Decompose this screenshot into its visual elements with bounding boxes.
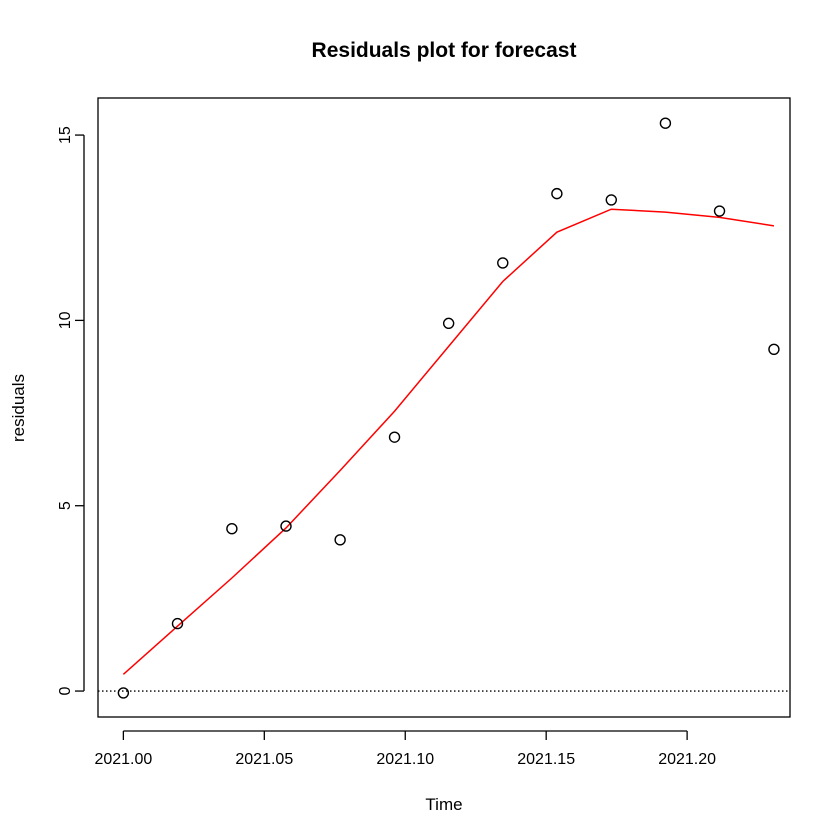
y-tick-label: 0 (57, 687, 74, 696)
plot-frame (97, 97, 791, 718)
x-axis: 2021.00 2021.05 2021.10 2021.15 2021.20 (94, 730, 716, 768)
data-point (551, 187, 563, 200)
chart-title: Residuals plot for forecast (312, 39, 577, 62)
data-point (768, 343, 780, 356)
data-point (280, 520, 292, 532)
y-axis-label: residuals (9, 374, 28, 442)
fitted-line-group (122, 208, 775, 675)
data-point (334, 534, 346, 546)
data-point (497, 257, 509, 269)
x-axis-label: Time (425, 795, 462, 814)
y-tick-label: 5 (57, 501, 74, 510)
y-tick-label: 10 (57, 311, 74, 329)
data-point (171, 617, 184, 630)
data-point (442, 317, 455, 330)
data-point (659, 117, 672, 129)
y-tick-label: 15 (57, 126, 74, 144)
x-tick-label: 2021.15 (517, 751, 575, 768)
x-tick-label: 2021.20 (658, 751, 716, 768)
x-tick-label: 2021.00 (94, 751, 152, 768)
data-point (605, 194, 617, 206)
fitted-line (122, 208, 775, 675)
data-point (226, 523, 238, 535)
points-group (117, 117, 780, 699)
y-axis: 0 5 10 15 (57, 126, 85, 696)
data-point (117, 687, 130, 699)
data-point (388, 431, 401, 443)
x-tick-label: 2021.05 (235, 751, 293, 768)
x-tick-label: 2021.10 (376, 751, 434, 768)
data-point (713, 205, 726, 217)
